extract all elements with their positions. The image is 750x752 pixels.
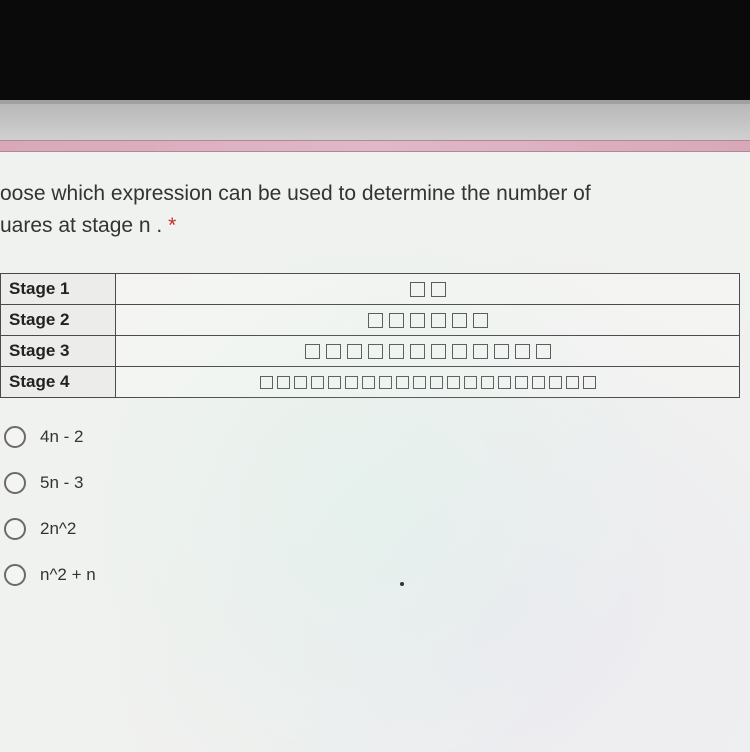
square-icon [362, 376, 375, 389]
square-icon [452, 313, 467, 328]
option-label: 5n - 3 [40, 473, 83, 493]
radio-option[interactable]: 5n - 3 [4, 472, 750, 494]
question-card: oose which expression can be used to det… [0, 152, 750, 752]
stage-squares-cell [116, 305, 740, 336]
stage-squares-cell [116, 274, 740, 305]
radio-option[interactable]: n^2 + n [4, 564, 750, 586]
square-icon [452, 344, 467, 359]
square-icon [549, 376, 562, 389]
square-icon [566, 376, 579, 389]
question-text: oose which expression can be used to det… [0, 178, 750, 259]
stage-label-cell: Stage 1 [1, 274, 116, 305]
radio-circle-icon[interactable] [4, 518, 26, 540]
option-label: 4n - 2 [40, 427, 83, 447]
table-row: Stage 4 [1, 367, 740, 398]
radio-option[interactable]: 2n^2 [4, 518, 750, 540]
option-label: 2n^2 [40, 519, 76, 539]
square-icon [368, 344, 383, 359]
square-icon [260, 376, 273, 389]
square-icon [410, 344, 425, 359]
square-icon [431, 313, 446, 328]
dust-speck [400, 582, 404, 586]
radio-circle-icon[interactable] [4, 426, 26, 448]
square-icon [494, 344, 509, 359]
table-row: Stage 3 [1, 336, 740, 367]
radio-option[interactable]: 4n - 2 [4, 426, 750, 448]
stage-squares-cell [116, 367, 740, 398]
desk-edge-strip [0, 100, 750, 140]
square-icon [431, 344, 446, 359]
form-accent-bar [0, 140, 750, 152]
window-top-black-bar [0, 0, 750, 100]
square-icon [447, 376, 460, 389]
square-icon [431, 282, 446, 297]
options-group: 4n - 2 5n - 3 2n^2 n^2 + n [0, 426, 750, 586]
square-icon [326, 344, 341, 359]
square-icon [328, 376, 341, 389]
square-icon [473, 344, 488, 359]
square-icon [481, 376, 494, 389]
square-icon [368, 313, 383, 328]
square-icon [311, 376, 324, 389]
stage-label-cell: Stage 2 [1, 305, 116, 336]
square-icon [389, 344, 404, 359]
square-icon [379, 376, 392, 389]
square-icon [532, 376, 545, 389]
table-row: Stage 1 [1, 274, 740, 305]
square-icon [305, 344, 320, 359]
radio-circle-icon[interactable] [4, 564, 26, 586]
question-line-2: uares at stage n . [0, 214, 168, 237]
square-icon [347, 344, 362, 359]
square-icon [277, 376, 290, 389]
square-icon [464, 376, 477, 389]
stage-label-cell: Stage 3 [1, 336, 116, 367]
required-asterisk: * [168, 214, 176, 237]
stage-label-cell: Stage 4 [1, 367, 116, 398]
stages-table: Stage 1Stage 2Stage 3Stage 4 [0, 273, 740, 398]
square-icon [583, 376, 596, 389]
square-icon [515, 344, 530, 359]
square-icon [473, 313, 488, 328]
square-icon [413, 376, 426, 389]
square-icon [294, 376, 307, 389]
radio-circle-icon[interactable] [4, 472, 26, 494]
square-icon [396, 376, 409, 389]
square-icon [536, 344, 551, 359]
square-icon [410, 313, 425, 328]
square-icon [498, 376, 511, 389]
stage-squares-cell [116, 336, 740, 367]
table-row: Stage 2 [1, 305, 740, 336]
square-icon [515, 376, 528, 389]
square-icon [410, 282, 425, 297]
square-icon [345, 376, 358, 389]
option-label: n^2 + n [40, 565, 96, 585]
square-icon [389, 313, 404, 328]
square-icon [430, 376, 443, 389]
question-line-1: oose which expression can be used to det… [0, 182, 591, 205]
